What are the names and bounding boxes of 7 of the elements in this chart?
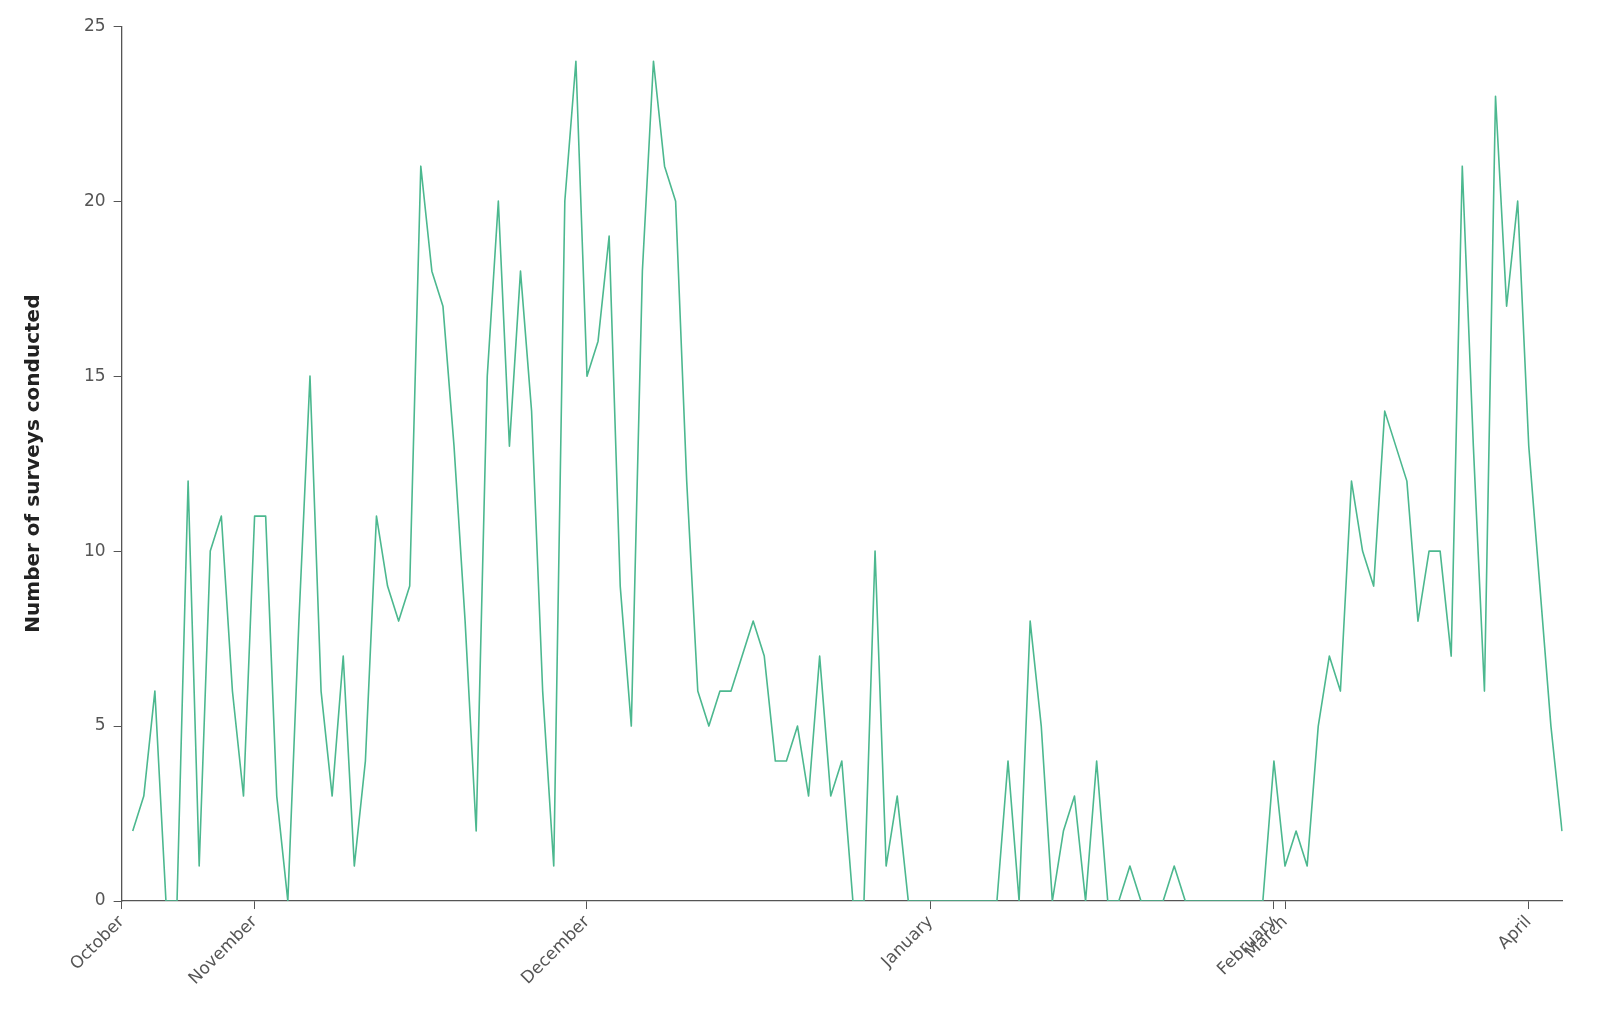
y-tick-label: 20 [83,189,106,210]
y-axis-title: Number of surveys conducted [20,294,45,633]
y-tick-label: 5 [94,714,106,735]
y-tick-label: 0 [94,889,106,910]
y-tick-label: 15 [83,364,106,385]
y-tick-label: 25 [83,14,106,35]
y-tick-label: 10 [83,539,106,560]
